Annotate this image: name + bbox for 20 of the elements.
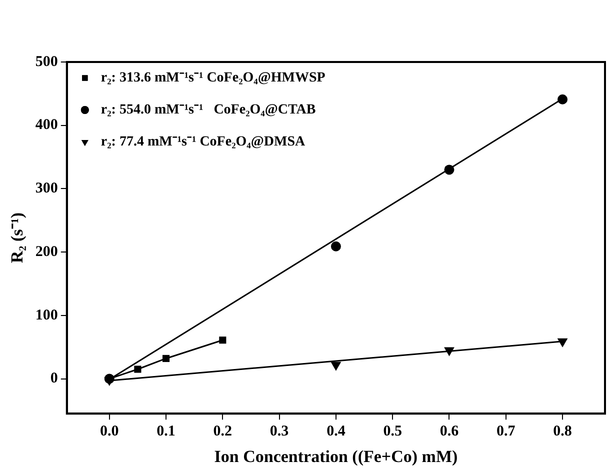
x-axis-title: Ion Concentration ((Fe+Co) mM)	[214, 447, 458, 466]
x-tick-label: 0.0	[100, 423, 119, 440]
x-tick-label: 0.3	[270, 423, 289, 440]
x-tick-label: 0.4	[326, 423, 346, 440]
x-tick-label: 0.5	[383, 423, 402, 440]
x-tick-label: 0.2	[213, 423, 232, 440]
legend-label: r₂: 313.6 mM⁻¹s⁻¹ CoFe₂O₄@HMWSP	[100, 70, 326, 86]
y-tick-label: 200	[35, 244, 58, 260]
y-tick-label: 400	[35, 117, 58, 134]
legend-label: r₂: 77.4 mM⁻¹s⁻¹ CoFe₂O₄@DMSA	[100, 134, 306, 150]
y-axis-title: R₂ (s⁻¹)	[8, 212, 27, 264]
x-tick-label: 0.8	[553, 423, 572, 440]
x-tick-label: 0.1	[156, 423, 176, 440]
y-tick-label: 300	[35, 180, 58, 197]
x-tick-label: 0.6	[440, 423, 460, 440]
y-tick-label: 100	[35, 307, 58, 324]
y-tick-label: 0	[50, 370, 58, 387]
legend-label: r₂: 554.0 mM⁻¹s⁻¹ CoFe₂O₄@CTAB	[100, 102, 316, 118]
y-tick-label: 500	[35, 54, 58, 70]
x-tick-label: 0.7	[496, 423, 516, 440]
